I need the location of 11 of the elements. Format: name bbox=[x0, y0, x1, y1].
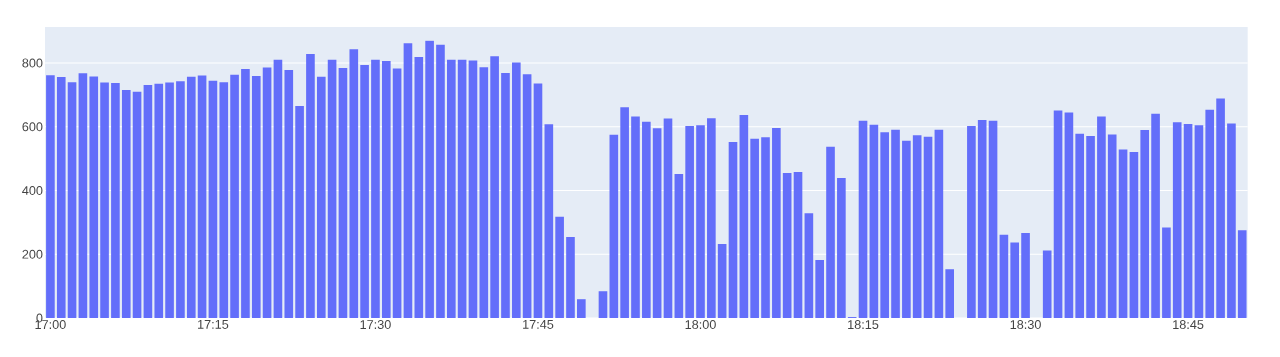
x-tick-label: 18:30 bbox=[1010, 320, 1041, 330]
x-tick-label: 17:30 bbox=[360, 320, 391, 330]
y-tick-label: 600 bbox=[22, 122, 43, 132]
x-tick-label: 17:15 bbox=[198, 320, 229, 329]
x-tick-label: 18:15 bbox=[848, 320, 879, 330]
y-tick-label: 400 bbox=[22, 186, 43, 195]
y-tick-label: 800 bbox=[22, 58, 43, 68]
y-tick-label: 200 bbox=[22, 249, 43, 259]
x-tick-label: 18:45 bbox=[1173, 320, 1204, 330]
x-tick-label: 17:45 bbox=[523, 320, 554, 329]
x-tick-label: 18:00 bbox=[685, 320, 716, 330]
